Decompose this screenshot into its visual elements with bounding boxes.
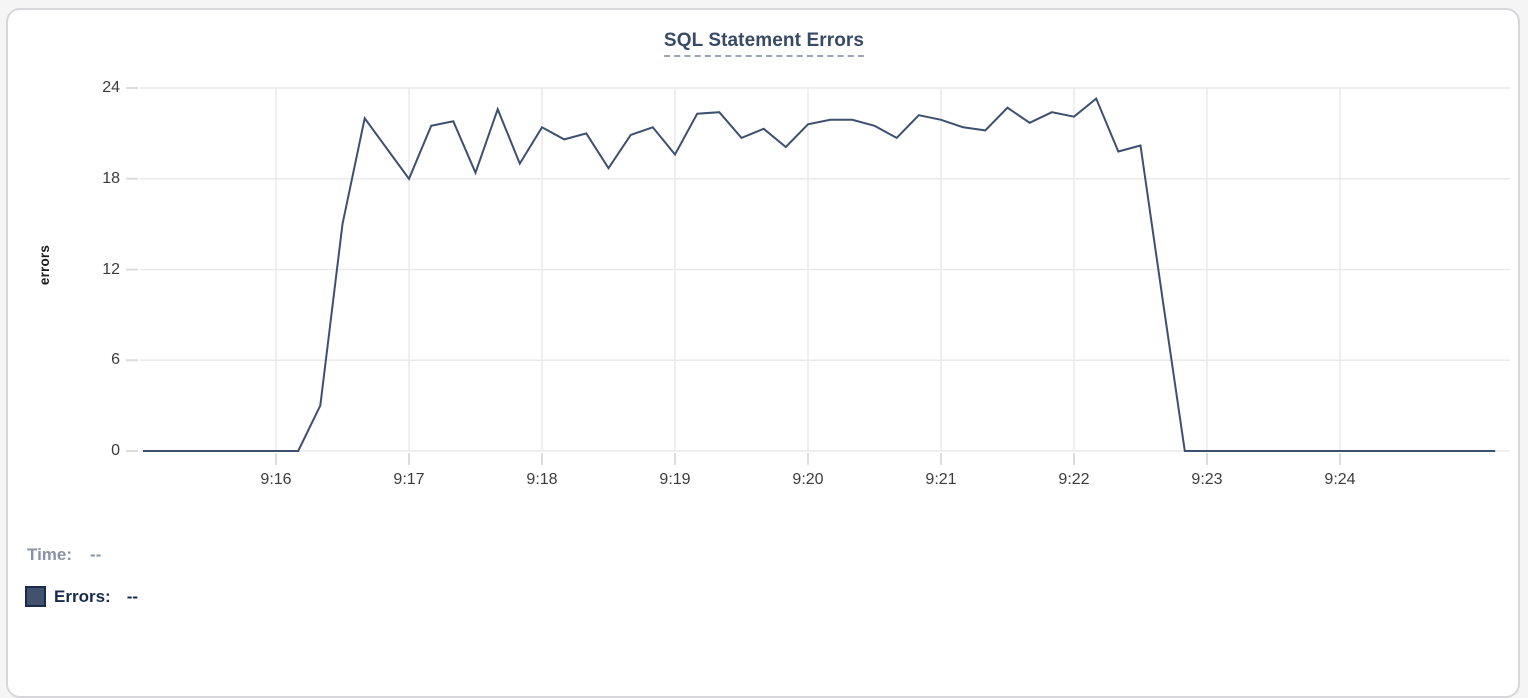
x-axis-tick: 9:19 [659, 471, 691, 488]
x-axis-tick: 9:22 [1058, 471, 1090, 488]
chart-title[interactable]: SQL Statement Errors [663, 30, 865, 57]
legend-errors-label: Errors: [54, 586, 111, 606]
x-axis-tick: 9:23 [1191, 471, 1223, 488]
legend-time-value: -- [90, 545, 102, 564]
x-axis-tick: 9:18 [526, 471, 558, 488]
legend-time-row: Time: -- [27, 545, 101, 565]
x-axis-tick: 9:16 [260, 471, 292, 488]
legend-errors-row: Errors: -- [25, 586, 138, 607]
y-axis-tick: 18 [102, 169, 120, 187]
x-axis-tick: 9:17 [393, 471, 425, 488]
legend-errors-value: -- [126, 586, 139, 606]
y-axis-tick: 12 [102, 260, 120, 278]
y-axis-tick: 6 [111, 351, 120, 369]
errors-series-swatch-icon [25, 586, 46, 607]
x-axis-tick: 9:21 [925, 471, 957, 488]
chart-card [6, 8, 1520, 698]
x-axis-tick: 9:20 [792, 471, 824, 488]
errors-line-chart[interactable] [0, 0, 1528, 520]
legend-time-label: Time: [27, 545, 73, 564]
y-axis-tick: 0 [111, 442, 120, 459]
chart-title-row: SQL Statement Errors [0, 30, 1528, 57]
x-axis-tick: 9:24 [1324, 471, 1356, 488]
chart-area: SQL Statement Errors errors 24 18 12 6 0… [0, 0, 1528, 607]
y-axis-tick: 24 [102, 79, 120, 96]
